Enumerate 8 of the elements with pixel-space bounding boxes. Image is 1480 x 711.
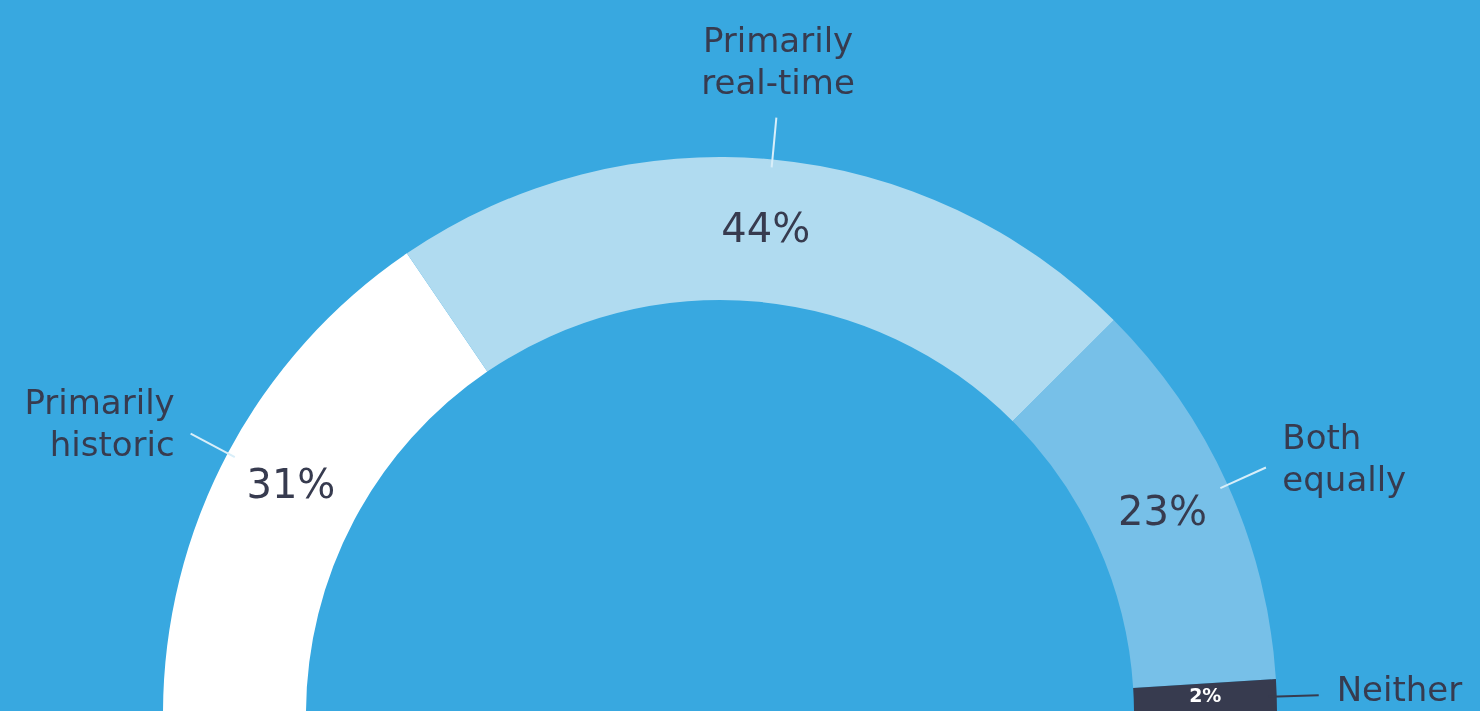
slice-label: Neither: [1336, 669, 1463, 709]
slice-label: Primarily historic: [24, 382, 175, 465]
data-label: 23%: [1118, 488, 1207, 535]
slice-label: Both equally: [1282, 417, 1407, 500]
data-label: 2%: [1189, 684, 1222, 707]
data-label: 44%: [721, 204, 811, 251]
data-label: 31%: [246, 460, 336, 507]
slice-label: Primarily real-time: [701, 19, 855, 102]
